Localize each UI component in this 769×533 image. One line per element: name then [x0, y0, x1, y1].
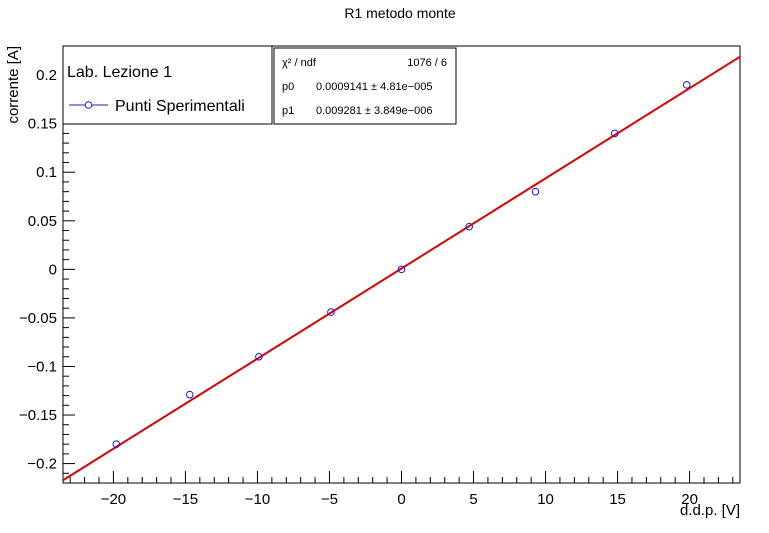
data-point [255, 352, 263, 361]
stats-p1-label: p1 [282, 105, 294, 117]
y-tick-label: −0.1 [27, 358, 57, 375]
data-point [465, 222, 474, 231]
y-tick-label: 0 [49, 261, 57, 278]
legend-header: Lab. Lezione 1 [67, 64, 172, 81]
stats-p0-value: 0.0009141 ± 4.81e−005 [316, 81, 432, 93]
x-tick-label: −15 [173, 491, 198, 508]
chart-title: R1 metodo monte [344, 5, 455, 21]
data-point [682, 81, 691, 89]
data-point [112, 440, 121, 448]
y-axis: −0.2 −0.15 −0.1 −0.05 0 0.05 0.1 0.15 0.2 [19, 45, 75, 484]
y-tick-label: 0.15 [28, 116, 57, 133]
stats-p1-value: 0.009281 ± 3.849e−006 [316, 105, 432, 117]
x-tick-label: 0 [397, 491, 405, 508]
y-tick-label: 0.1 [36, 164, 57, 181]
x-tick-label: 20 [681, 491, 698, 508]
x-axis-title: d.d.p. [V] [680, 502, 740, 519]
x-axis: −20 −15 −10 −5 0 5 10 15 20 [69, 471, 734, 508]
y-tick-label: −0.2 [27, 456, 57, 473]
y-axis-title: corrente [A] [5, 46, 22, 124]
legend-marker-circle [84, 101, 93, 109]
x-tick-label: −10 [245, 491, 270, 508]
y-tick-label: 0.05 [28, 213, 57, 230]
y-tick-label: −0.05 [19, 310, 57, 327]
x-tick-label: −5 [321, 491, 338, 508]
stats-box-frame [273, 47, 457, 125]
data-points [112, 81, 691, 448]
data-point [531, 187, 540, 196]
data-point [397, 265, 406, 274]
x-tick-label: −20 [101, 491, 126, 508]
data-point [327, 308, 335, 316]
x-tick-label: 5 [469, 491, 477, 508]
stats-chi2-label: χ² / ndf [282, 57, 317, 69]
stats-box: χ² / ndf 1076 / 6 p0 0.0009141 ± 4.81e−0… [273, 47, 457, 125]
data-point [185, 390, 194, 399]
fit-line [62, 55, 741, 482]
legend: Lab. Lezione 1 Punti Sperimentali [62, 45, 273, 125]
legend-entry-label: Punti Sperimentali [115, 98, 245, 115]
x-tick-label: 15 [609, 491, 626, 508]
stats-p0-label: p0 [282, 81, 294, 93]
x-tick-label: 10 [537, 491, 554, 508]
stats-chi2-value: 1076 / 6 [407, 57, 447, 69]
y-tick-label: −0.15 [19, 407, 57, 424]
legend-box [62, 45, 273, 125]
data-point [610, 129, 619, 138]
y-tick-label: 0.2 [36, 67, 57, 84]
